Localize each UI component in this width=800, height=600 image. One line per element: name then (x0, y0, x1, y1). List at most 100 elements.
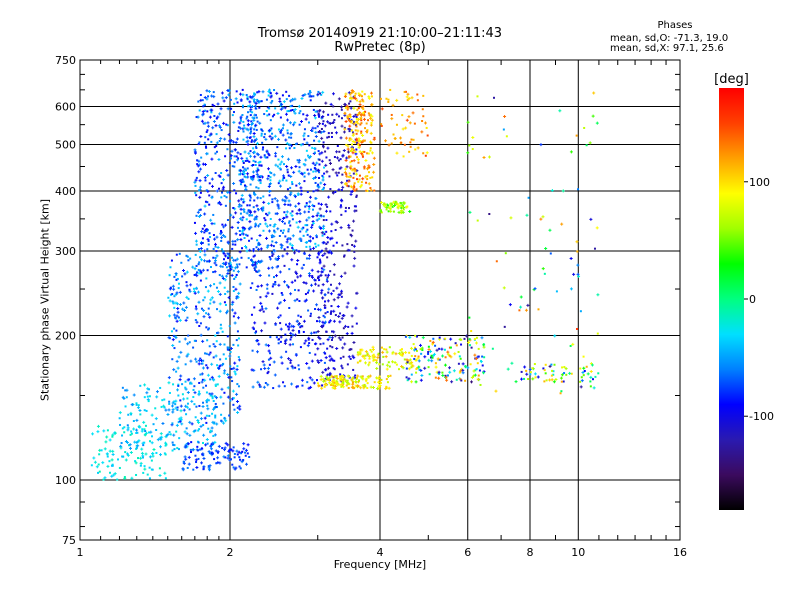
data-point (353, 169, 357, 173)
data-point (482, 156, 486, 160)
data-point (349, 357, 352, 360)
data-point (328, 175, 331, 178)
data-point (350, 314, 354, 318)
data-point (226, 252, 229, 255)
data-point (271, 251, 274, 254)
data-point (206, 366, 210, 370)
data-point (477, 374, 480, 377)
data-point (289, 105, 292, 108)
data-point (366, 152, 369, 155)
data-point (199, 279, 202, 282)
data-point (202, 315, 206, 319)
data-point (343, 94, 347, 98)
data-point (229, 213, 233, 217)
data-point (408, 209, 412, 213)
data-point (322, 215, 325, 218)
data-point (360, 98, 364, 102)
data-point (264, 343, 268, 347)
data-point (268, 107, 271, 110)
data-point (188, 288, 191, 291)
data-point (198, 250, 202, 254)
data-point (324, 306, 327, 309)
data-point (188, 420, 192, 424)
data-point (340, 213, 343, 216)
data-point (175, 291, 179, 295)
data-point (405, 376, 408, 379)
data-point (278, 179, 282, 183)
data-point (223, 137, 227, 141)
data-point (218, 187, 221, 190)
data-point (519, 305, 523, 309)
data-point (277, 315, 281, 319)
data-point (291, 246, 294, 249)
data-point (190, 399, 194, 403)
y-tick-label: 400 (55, 185, 76, 198)
data-point (391, 205, 394, 208)
data-point (215, 264, 218, 267)
data-point (260, 284, 264, 288)
data-point (379, 97, 382, 100)
data-point (369, 91, 373, 95)
data-point (263, 155, 267, 159)
data-point (199, 246, 203, 250)
data-point (198, 141, 201, 144)
data-point (236, 151, 240, 155)
data-point (335, 375, 338, 378)
data-point (334, 191, 337, 194)
data-point (288, 110, 291, 113)
data-point (256, 196, 260, 200)
data-point (220, 182, 223, 185)
data-point (265, 109, 268, 112)
data-point (529, 371, 532, 374)
data-point (320, 214, 323, 217)
data-point (270, 233, 274, 237)
data-point (299, 315, 302, 318)
data-point (235, 192, 238, 195)
data-point (221, 233, 225, 237)
data-point (289, 212, 292, 215)
data-point (403, 202, 406, 205)
data-point (175, 430, 178, 433)
data-point (545, 379, 548, 382)
data-point (230, 273, 234, 277)
data-point (231, 256, 234, 259)
data-point (361, 111, 365, 115)
data-point (314, 181, 317, 184)
data-point (393, 201, 396, 204)
data-point (280, 155, 284, 159)
data-point (309, 248, 312, 251)
data-point (321, 370, 325, 374)
data-point (324, 150, 327, 153)
data-point (393, 136, 397, 140)
data-point (295, 249, 298, 252)
data-point (177, 383, 180, 386)
data-point (353, 97, 356, 100)
data-point (200, 271, 203, 274)
data-point (194, 191, 197, 194)
data-point (204, 109, 207, 112)
data-point (353, 250, 356, 253)
data-point (93, 460, 97, 464)
data-point (262, 229, 265, 232)
data-point (351, 376, 355, 380)
data-point (468, 144, 471, 147)
data-point (193, 273, 196, 276)
data-point (357, 112, 360, 115)
data-point (129, 450, 133, 454)
data-point (160, 405, 163, 408)
data-point (158, 436, 162, 440)
data-point (302, 330, 305, 333)
data-point (349, 100, 352, 103)
data-point (350, 160, 353, 163)
data-point (175, 273, 178, 276)
data-point (143, 441, 146, 444)
data-point (199, 134, 203, 138)
data-point (168, 337, 171, 340)
data-point (129, 433, 132, 436)
data-point (230, 376, 233, 379)
data-point (293, 110, 296, 113)
data-point (360, 130, 363, 133)
data-point (216, 102, 220, 106)
data-point (332, 378, 335, 381)
data-point (246, 204, 249, 207)
